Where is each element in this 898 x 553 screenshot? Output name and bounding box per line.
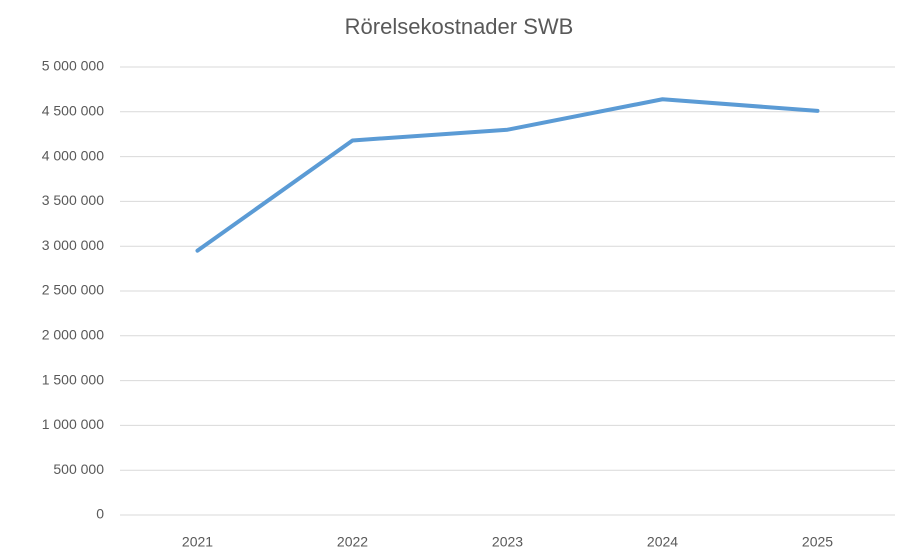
line-series (195, 97, 820, 253)
y-tick-label: 4 000 000 (42, 147, 104, 163)
x-tick-label: 2025 (802, 534, 833, 550)
y-tick-label: 2 500 000 (42, 282, 104, 298)
x-tick-label: 2023 (492, 534, 523, 550)
y-tick-label: 1 000 000 (42, 416, 104, 432)
y-tick-label: 3 500 000 (42, 192, 104, 208)
x-tick-label: 2024 (647, 534, 678, 550)
x-tick-label: 2022 (337, 534, 368, 550)
y-tick-label: 3 000 000 (42, 237, 104, 253)
y-tick-label: 500 000 (53, 461, 104, 477)
y-tick-label: 4 500 000 (42, 103, 104, 119)
y-tick-label: 1 500 000 (42, 371, 104, 387)
y-tick-label: 5 000 000 (42, 58, 104, 74)
y-tick-label: 0 (96, 506, 104, 522)
x-tick-label: 2021 (182, 534, 213, 550)
chart-title: Rörelsekostnader SWB (345, 14, 574, 39)
y-tick-label: 2 000 000 (42, 327, 104, 343)
